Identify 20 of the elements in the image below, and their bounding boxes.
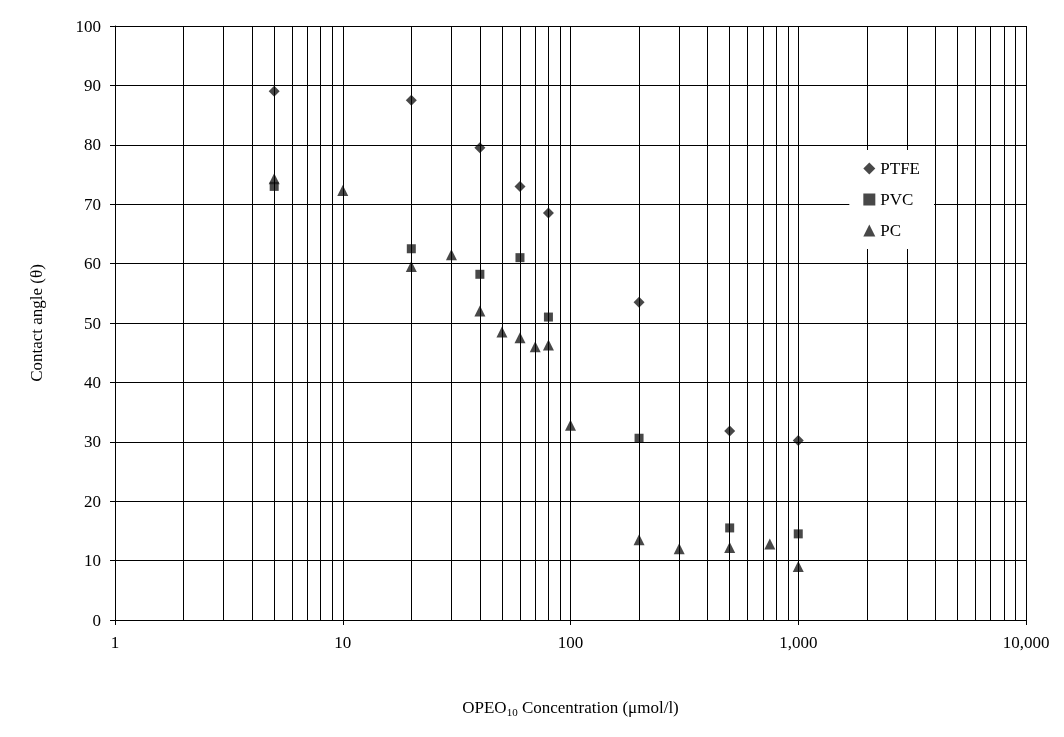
y-tick-label: 80 [84,135,101,155]
y-tick-label: 40 [84,372,101,392]
y-tick-label: 70 [84,194,101,214]
legend-label: PC [880,221,902,240]
x-tick-label: 100 [557,633,584,652]
y-tick-label: 10 [84,551,101,571]
y-tick-label: 20 [84,491,101,511]
y-axis-title: Contact angle (θ) [27,264,46,382]
legend-label: PTFE [880,159,921,178]
y-tick-label: 30 [84,432,101,452]
y-tick-label: 60 [84,254,101,274]
legend-label: PVC [880,190,914,209]
y-tick-label: 100 [75,16,101,36]
x-tick-label: 1,000 [779,633,818,652]
x-tick-label: 1 [110,633,120,652]
x-tick-label: 10 [334,633,352,652]
x-tick-label: 10,000 [1002,633,1050,652]
y-tick-label: 50 [84,313,101,333]
y-tick-label: 0 [92,610,101,630]
y-tick-label: 90 [84,75,101,95]
